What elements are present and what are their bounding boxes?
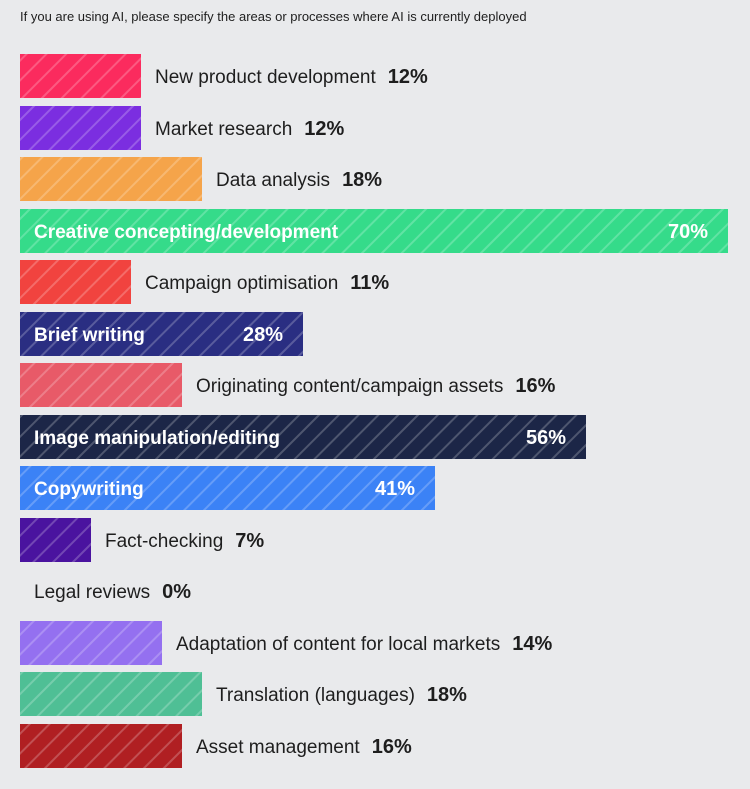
value-label: 16%: [515, 375, 555, 397]
bar-hatch: [20, 518, 91, 562]
category-label: Translation (languages): [216, 685, 415, 706]
bar-hatch: [20, 621, 162, 665]
bar-hatch: [20, 466, 435, 510]
bar-hatch: [20, 260, 131, 304]
category-label: Copywriting: [34, 479, 144, 500]
category-label: Creative concepting/development: [34, 222, 339, 243]
value-label: 18%: [427, 684, 467, 706]
category-label: Image manipulation/editing: [34, 428, 280, 449]
value-label: 7%: [235, 530, 264, 552]
bar-hatch: [20, 312, 303, 356]
value-label: 12%: [388, 66, 428, 88]
category-label: Campaign optimisation: [145, 273, 338, 294]
value-label: 14%: [512, 633, 552, 655]
category-label: Adaptation of content for local markets: [176, 634, 500, 655]
category-label: Fact-checking: [105, 531, 223, 552]
category-label: Market research: [155, 119, 292, 140]
value-label: 18%: [342, 169, 382, 191]
bar-hatch: [20, 363, 182, 407]
value-label: 56%: [526, 427, 566, 449]
bar-hatch: [20, 724, 182, 768]
category-label: Data analysis: [216, 170, 330, 191]
category-label: Asset management: [196, 737, 360, 758]
bar-hatch: [20, 209, 728, 253]
bar-hatch: [20, 54, 141, 98]
chart-subtitle: If you are using AI, please specify the …: [20, 9, 527, 24]
bar-hatch: [20, 672, 202, 716]
value-label: 28%: [243, 324, 283, 346]
value-label: 0%: [162, 581, 191, 603]
bar-hatch: [20, 157, 202, 201]
value-label: 12%: [304, 118, 344, 140]
category-label: New product development: [155, 67, 376, 88]
value-label: 41%: [375, 478, 415, 500]
value-label: 11%: [350, 272, 389, 294]
category-label: Brief writing: [34, 325, 145, 346]
category-label: Originating content/campaign assets: [196, 376, 503, 397]
value-label: 16%: [372, 736, 412, 758]
bar-hatch: [20, 415, 586, 459]
value-label: 70%: [668, 221, 708, 243]
category-label: Legal reviews: [34, 582, 150, 603]
bar-hatch: [20, 106, 141, 150]
